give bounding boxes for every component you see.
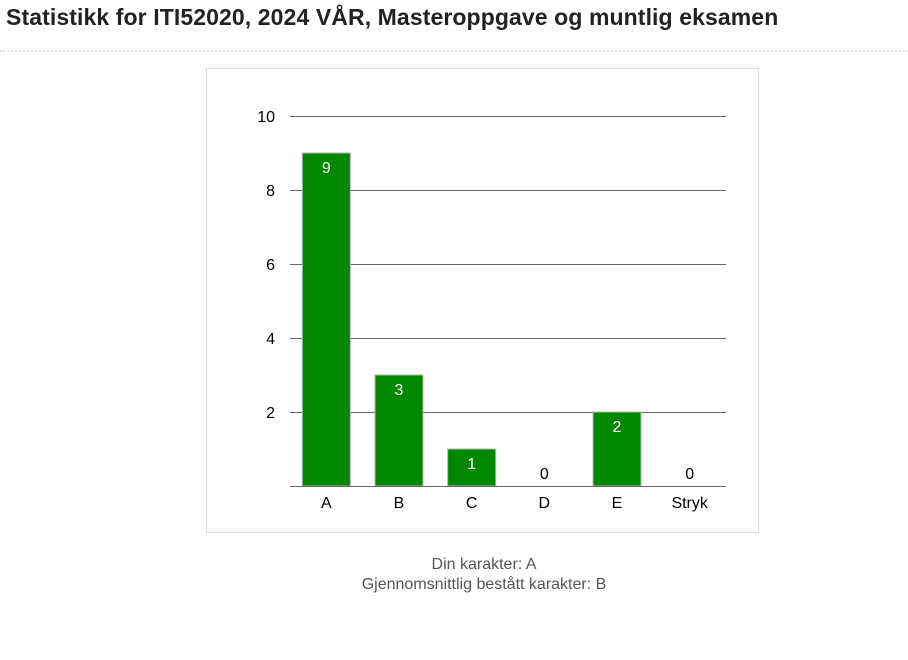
bar [301,152,351,487]
y-tick-label: 2 [266,405,275,422]
bar [374,374,424,487]
x-tick-label: B [394,495,405,512]
page-title: Statistikk for ITI52020, 2024 VÅR, Maste… [6,4,779,30]
bar [592,411,642,487]
bar-value-label: 9 [322,160,331,177]
y-tick-label: 4 [266,331,275,348]
y-tick-label: 8 [266,183,275,200]
bar-value-label: 3 [395,382,404,399]
y-tick-label: 6 [266,257,275,274]
y-tick-label: 10 [257,109,275,126]
x-tick-label: A [321,495,332,512]
x-tick-label: D [539,495,551,512]
grade-summary: Din karakter: A Gjennomsnittlig bestått … [0,555,908,595]
chart-canvas: 2 4 6 8 10 9 A 3 B 1 C 0 D 2 E 0 Stryk [257,109,726,512]
title-divider [0,50,908,52]
average-grade-text: Gjennomsnittlig bestått karakter: B [361,576,607,593]
grade-distribution-chart: 2 4 6 8 10 9 A 3 B 1 C 0 D 2 E 0 Stryk [206,68,759,533]
bar-value-label: 1 [467,456,476,473]
bar-value-label: 2 [613,419,622,436]
labels: 2 4 6 8 10 9 A 3 B 1 C 0 D 2 E 0 Stryk [257,109,709,512]
x-tick-label: C [466,495,478,512]
bar-value-label: 0 [685,466,694,483]
x-tick-label: E [612,495,623,512]
bar-value-label: 0 [540,466,549,483]
bars [301,152,642,487]
your-grade-text: Din karakter: A [431,556,537,573]
grid-lines [290,116,726,413]
x-tick-label: Stryk [671,495,708,512]
